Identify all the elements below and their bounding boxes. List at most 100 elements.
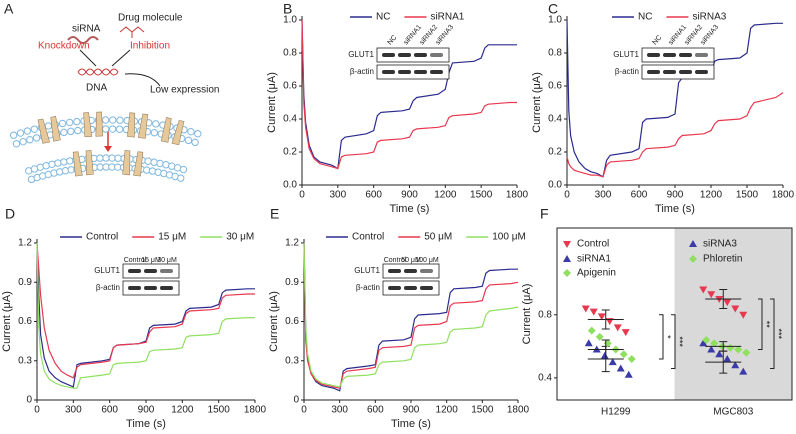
- row-label: GLUT1: [354, 266, 380, 275]
- lipid: [67, 127, 75, 136]
- error-bar: [719, 341, 728, 352]
- bracket: [758, 298, 763, 351]
- band: [382, 53, 395, 57]
- y-tick-label: 0.9: [18, 277, 32, 288]
- x-tick-label: 300: [329, 190, 346, 201]
- x-tick-label: H1299: [601, 407, 631, 418]
- legend-label: 30 μM: [226, 232, 254, 243]
- row-label: β-actin: [96, 283, 120, 292]
- legend-label: siRNA1: [430, 12, 464, 23]
- lipid: [30, 125, 39, 133]
- legend-marker: [563, 241, 571, 248]
- lipid: [44, 122, 53, 130]
- x-tick-label: 1500: [470, 190, 493, 201]
- lipid: [32, 134, 41, 142]
- y-tick-label: 0.4: [548, 114, 562, 125]
- lipid: [16, 129, 25, 137]
- bracket: [770, 298, 775, 369]
- point: [699, 339, 708, 347]
- legend-label: Apigenin: [577, 268, 616, 279]
- lipid: [58, 119, 67, 128]
- sirna-icon: [67, 36, 99, 44]
- band: [398, 70, 411, 74]
- membranes: [9, 111, 202, 184]
- band: [388, 286, 401, 290]
- x-axis-label: Time (s): [391, 418, 431, 430]
- lipid: [54, 159, 62, 167]
- series-line: [301, 19, 517, 170]
- y-tick-label: 0.2: [548, 147, 562, 158]
- y-tick-label: 0.8: [548, 48, 562, 59]
- lipid: [116, 116, 124, 124]
- label: Knockdown: [38, 41, 90, 52]
- arrow: [111, 49, 131, 67]
- row-label: β-actin: [615, 67, 639, 76]
- point: [619, 350, 628, 359]
- point: [616, 364, 625, 372]
- lane-label: Control: [124, 257, 147, 264]
- y-tick-label: 1.2: [285, 238, 299, 249]
- lipid: [144, 157, 152, 165]
- y-axis-label: Current (μA): [531, 72, 543, 133]
- x-tick-label: 1500: [736, 190, 759, 201]
- x-tick-label: 300: [595, 190, 612, 201]
- significance: **: [762, 321, 772, 329]
- y-tick-label: 0.9: [285, 277, 299, 288]
- point: [731, 305, 740, 313]
- lipid: [9, 131, 18, 139]
- legend-marker: [563, 255, 571, 262]
- point: [597, 313, 606, 321]
- legend-label: siRNA3: [692, 12, 726, 23]
- error-bar: [601, 339, 610, 360]
- y-axis-label: Current (μA): [521, 284, 533, 345]
- band: [404, 269, 417, 273]
- y-axis-label: Current (μA): [1, 291, 13, 352]
- series-line: [303, 242, 518, 392]
- x-tick-label: 1200: [700, 190, 723, 201]
- panel-label: C: [548, 1, 558, 17]
- y-tick-label: 1.2: [18, 238, 32, 249]
- channel: [83, 111, 104, 138]
- y-tick-label: 0.8: [283, 48, 297, 59]
- point: [595, 332, 604, 341]
- band: [404, 286, 417, 290]
- band: [647, 53, 660, 57]
- y-tick-label: 0.6: [283, 81, 297, 92]
- label: Inhibition: [130, 41, 170, 52]
- band: [144, 269, 157, 273]
- y-tick-label: 0.4: [538, 373, 552, 384]
- x-tick-label: 1800: [507, 405, 530, 416]
- x-tick-label: 1800: [244, 405, 267, 416]
- point: [710, 339, 719, 348]
- band: [430, 70, 443, 74]
- lipid: [162, 161, 170, 169]
- point: [742, 348, 751, 357]
- band: [128, 269, 141, 273]
- point: [723, 354, 732, 362]
- x-tick-label: 1200: [436, 405, 459, 416]
- point: [589, 308, 598, 316]
- band: [679, 53, 692, 57]
- x-axis-label: Time (s): [655, 203, 695, 215]
- band: [382, 70, 395, 74]
- legend-label: siRNA3: [703, 239, 737, 250]
- label: DNA: [86, 83, 107, 94]
- x-tick-label: 900: [667, 190, 684, 201]
- lipid: [108, 125, 117, 133]
- x-axis-label: Time (s): [390, 203, 430, 215]
- x-tick-label: 1500: [208, 405, 231, 416]
- x-tick-label: 600: [631, 190, 648, 201]
- point: [739, 311, 748, 319]
- point: [581, 305, 590, 313]
- row-label: β-actin: [350, 67, 374, 76]
- point: [731, 361, 740, 369]
- legend-marker: [689, 240, 697, 247]
- lane-label: 30 μM: [157, 257, 177, 264]
- label: Drug molecule: [118, 13, 183, 24]
- legend-label: 15 μM: [158, 232, 186, 243]
- point: [587, 326, 596, 335]
- legend-marker: [689, 255, 697, 263]
- panel-label: D: [5, 206, 15, 222]
- x-tick-label: 1500: [471, 405, 494, 416]
